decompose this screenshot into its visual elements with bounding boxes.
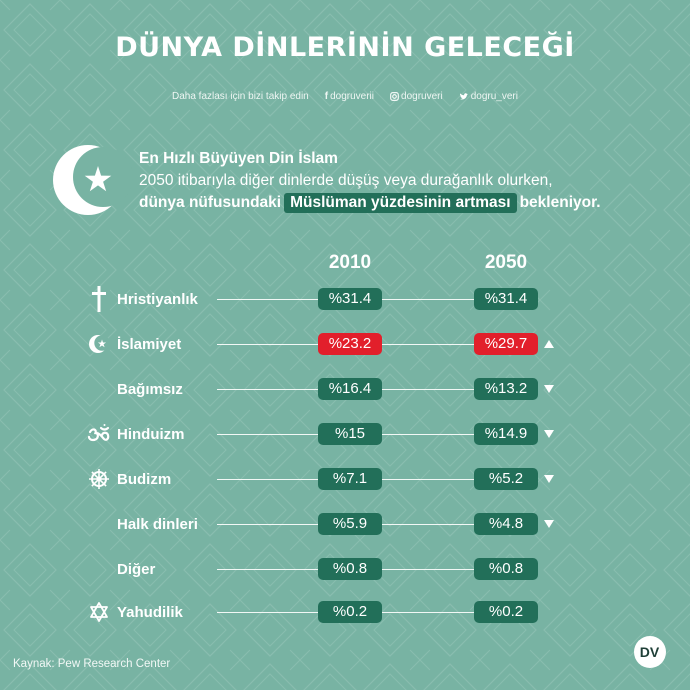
value-2010: %0.2 [318, 601, 382, 623]
value-2050: %4.8 [474, 513, 538, 535]
twitter-handle[interactable]: dogru_veri [459, 91, 518, 102]
value-2050: %13.2 [474, 378, 538, 400]
intro-line-3-post: bekleniyor. [519, 194, 601, 211]
trend-down-icon [544, 385, 554, 393]
intro-text: En Hızlı Büyüyen Din İslam 2050 itibarıy… [139, 148, 659, 214]
table-row: Budizm %7.1 %5.2 [0, 467, 690, 493]
value-2010: %7.1 [318, 468, 382, 490]
row-label: Hinduizm [117, 426, 185, 443]
trend-down-icon [544, 475, 554, 483]
facebook-handle[interactable]: f dogruverii [325, 91, 374, 102]
social-follow-bar: Daha fazlası için bizi takip edin f dogr… [0, 91, 690, 102]
star-of-david-icon [86, 598, 112, 626]
facebook-icon: f [324, 91, 329, 102]
table-row: İslamiyet %23.2 %29.7 [0, 332, 690, 358]
dv-logo: DV [634, 636, 666, 668]
intro-heading: En Hızlı Büyüyen Din İslam [139, 150, 338, 167]
value-2050: %14.9 [474, 423, 538, 445]
intro-highlight: Müslüman yüzdesinin artması [284, 193, 517, 213]
row-label: Diğer [117, 561, 156, 578]
value-2050: %29.7 [474, 333, 538, 355]
instagram-handle[interactable]: dogruveri [390, 91, 443, 102]
row-label: Bağımsız [117, 381, 183, 398]
table-row: Yahudilik %0.2 %0.2 [0, 600, 690, 626]
value-2010: %0.8 [318, 558, 382, 580]
trend-down-icon [544, 520, 554, 528]
value-2010: %23.2 [318, 333, 382, 355]
value-2050: %5.2 [474, 468, 538, 490]
twitter-icon [459, 93, 468, 100]
value-2010: %16.4 [318, 378, 382, 400]
table-row: Halk dinleri %5.9 %4.8 [0, 512, 690, 538]
table-row: Hinduizm %15 %14.9 [0, 422, 690, 448]
cross-icon [86, 285, 112, 313]
value-2010: %15 [318, 423, 382, 445]
table-row: Bağımsız %16.4 %13.2 [0, 377, 690, 403]
dharma-wheel-icon [86, 465, 112, 493]
trend-down-icon [544, 430, 554, 438]
column-header-2050: 2050 [484, 252, 528, 273]
row-label: Halk dinleri [117, 516, 198, 533]
row-label: Budizm [117, 471, 172, 488]
intro-line-3: dünya nüfusundaki Müslüman yüzdesinin art… [139, 192, 659, 214]
value-2050: %0.2 [474, 601, 538, 623]
twitter-handle-text: dogru_veri [470, 91, 518, 102]
logo-text: DV [640, 644, 660, 660]
source-credit: Kaynak: Pew Research Center [13, 658, 171, 670]
value-2010: %5.9 [318, 513, 382, 535]
intro-line-3-pre: dünya nüfusundaki [139, 194, 282, 211]
value-2050: %0.8 [474, 558, 538, 580]
row-label: Yahudilik [117, 604, 183, 621]
intro-line-2: 2050 itibarıyla diğer dinlerde düşüş vey… [139, 172, 553, 189]
instagram-handle-text: dogruveri [401, 91, 443, 102]
page-title: DÜNYA DİNLERİNİN GELECEĞİ [115, 32, 575, 63]
crescent-star-icon [86, 330, 112, 358]
value-2010: %31.4 [318, 288, 382, 310]
facebook-handle-text: dogruverii [330, 91, 375, 102]
om-icon [86, 420, 112, 448]
table-row: Diğer %0.8 %0.8 [0, 557, 690, 583]
column-header-2010: 2010 [328, 252, 372, 273]
value-2050: %31.4 [474, 288, 538, 310]
row-label: İslamiyet [117, 336, 182, 353]
instagram-icon [390, 92, 399, 101]
crescent-star-icon [53, 145, 133, 215]
follow-text: Daha fazlası için bizi takip edin [172, 91, 309, 102]
table-row: Hristiyanlık %31.4 %31.4 [0, 285, 690, 313]
row-label: Hristiyanlık [117, 291, 198, 308]
trend-up-icon [544, 340, 554, 348]
